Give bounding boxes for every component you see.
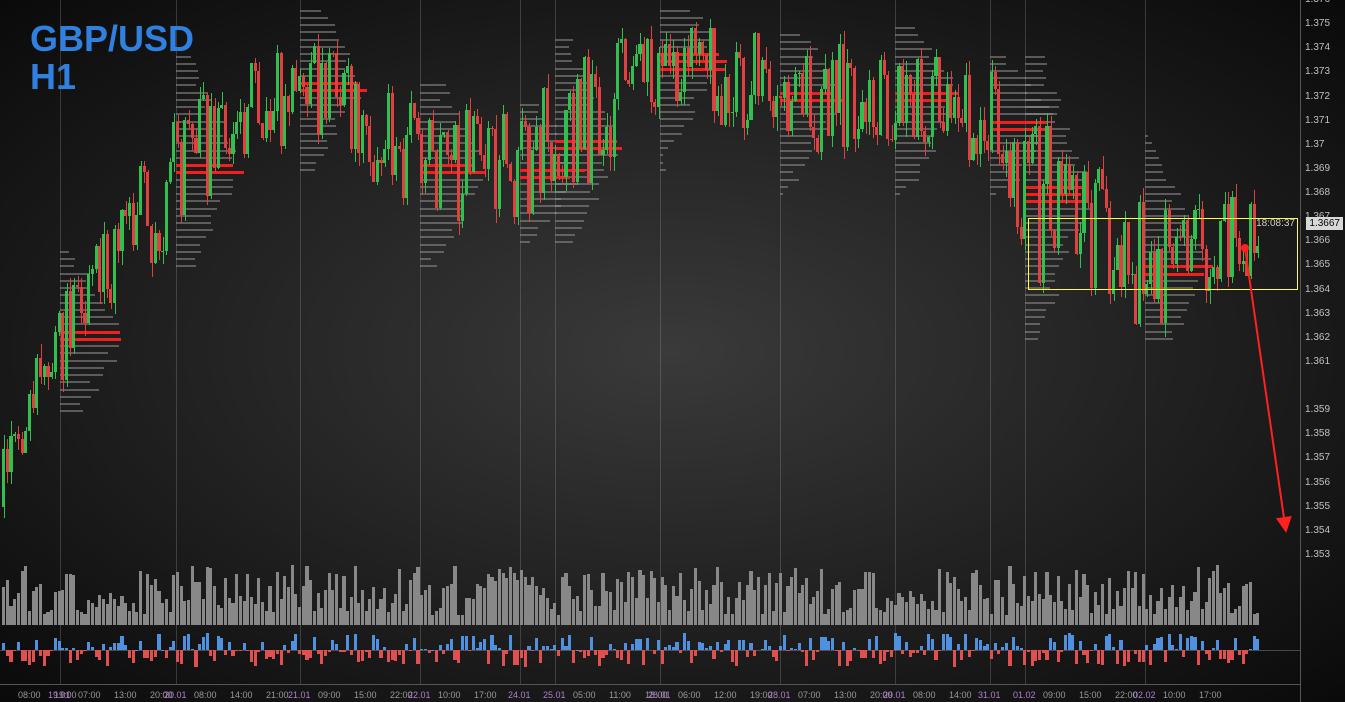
x-axis-time: 10:00 bbox=[438, 690, 461, 700]
y-axis-label: 1.374 bbox=[1305, 42, 1330, 53]
y-axis-label: 1.355 bbox=[1305, 501, 1330, 512]
time-axis: 08:0019:0019.0107:0013:0020:0020.0108:00… bbox=[0, 684, 1300, 702]
x-axis-time: 15:00 bbox=[354, 690, 377, 700]
x-axis-time: 17:00 bbox=[1199, 690, 1222, 700]
x-axis-time: 08:00 bbox=[913, 690, 936, 700]
x-axis-date: 29.01 bbox=[883, 690, 906, 700]
x-axis-time: 05:00 bbox=[573, 690, 596, 700]
volume-indicator[interactable] bbox=[0, 555, 1300, 625]
y-axis-label: 1.369 bbox=[1305, 163, 1330, 174]
timeframe: H1 bbox=[30, 58, 194, 96]
price-axis: 1.376 1.375 1.374 1.373 1.372 1.371 1.37 1.369 1… bbox=[1300, 0, 1345, 702]
oscillator-indicator[interactable] bbox=[0, 625, 1300, 675]
x-axis-date: 24.01 bbox=[508, 690, 531, 700]
x-axis-time: 07:00 bbox=[798, 690, 821, 700]
x-axis-time: 08:00 bbox=[194, 690, 217, 700]
y-axis-label: 1.366 bbox=[1305, 235, 1330, 246]
x-axis-time: 15:00 bbox=[1079, 690, 1102, 700]
y-axis-label: 1.358 bbox=[1305, 428, 1330, 439]
y-axis-label: 1.364 bbox=[1305, 284, 1330, 295]
x-axis-date: 20.01 bbox=[164, 690, 187, 700]
y-axis-label: 1.376 bbox=[1305, 0, 1330, 5]
x-axis-time: 09:00 bbox=[318, 690, 341, 700]
y-axis-label: 1.361 bbox=[1305, 356, 1330, 367]
x-axis-time: 21:00 bbox=[266, 690, 289, 700]
y-axis-label: 1.372 bbox=[1305, 91, 1330, 102]
x-axis-date: 01.02 bbox=[1013, 690, 1036, 700]
x-axis-time: 12:00 bbox=[714, 690, 737, 700]
chart-title: GBP/USD H1 bbox=[30, 20, 194, 96]
y-axis-label: 1.363 bbox=[1305, 308, 1330, 319]
x-axis-time: 08:00 bbox=[18, 690, 41, 700]
currency-pair: GBP/USD bbox=[30, 20, 194, 58]
current-price-label: 1.3667 bbox=[1306, 217, 1343, 230]
y-axis-label: 1.371 bbox=[1305, 115, 1330, 126]
x-axis-time: 13:00 bbox=[114, 690, 137, 700]
y-axis-label: 1.357 bbox=[1305, 452, 1330, 463]
x-axis-time: 14:00 bbox=[949, 690, 972, 700]
x-axis-date: 02.02 bbox=[1133, 690, 1156, 700]
y-axis-label: 1.356 bbox=[1305, 477, 1330, 488]
x-axis-time: 09:00 bbox=[1043, 690, 1066, 700]
y-axis-label: 1.368 bbox=[1305, 187, 1330, 198]
x-axis-time: 17:00 bbox=[474, 690, 497, 700]
x-axis-time: 11:00 bbox=[609, 690, 631, 700]
y-axis-label: 1.365 bbox=[1305, 259, 1330, 270]
y-axis-label: 1.373 bbox=[1305, 66, 1330, 77]
current-time-label: 18:08:37 bbox=[1256, 218, 1295, 229]
trading-chart-container[interactable]: GBP/USD H1 1.3761.3751.3741.3731.3721.37… bbox=[0, 0, 1345, 702]
x-axis-date: 25.01 bbox=[543, 690, 566, 700]
y-axis-label: 1.362 bbox=[1305, 332, 1330, 343]
x-axis-date: 22.01 bbox=[408, 690, 431, 700]
y-axis-label: 1.375 bbox=[1305, 18, 1330, 29]
x-axis-date: 31.01 bbox=[978, 690, 1001, 700]
x-axis-time: 10:00 bbox=[1163, 690, 1186, 700]
x-axis-date: 28.01 bbox=[768, 690, 791, 700]
x-axis-date: 26.01 bbox=[648, 690, 671, 700]
x-axis-time: 13:00 bbox=[834, 690, 857, 700]
x-axis-date: 19.01 bbox=[48, 690, 71, 700]
x-axis-time: 07:00 bbox=[78, 690, 101, 700]
x-axis-time: 14:00 bbox=[230, 690, 253, 700]
y-axis-label: 1.37 bbox=[1305, 139, 1324, 150]
y-axis-label: 1.359 bbox=[1305, 404, 1330, 415]
y-axis-label: 1.353 bbox=[1305, 549, 1330, 560]
x-axis-date: 21.01 bbox=[288, 690, 311, 700]
price-chart-area[interactable] bbox=[0, 0, 1300, 555]
x-axis-time: 06:00 bbox=[678, 690, 701, 700]
y-axis-label: 1.354 bbox=[1305, 525, 1330, 536]
